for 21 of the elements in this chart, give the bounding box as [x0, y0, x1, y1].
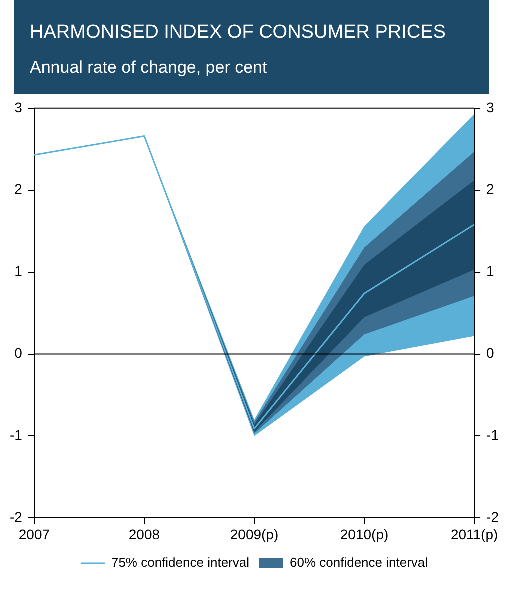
legend-label: 60% confidence interval	[290, 555, 428, 570]
y-tick-label: -2	[10, 509, 23, 526]
y-tick-label: 1	[14, 263, 23, 280]
x-tick-label: 2007	[18, 526, 50, 542]
x-tick-label: 2008	[128, 526, 160, 542]
chart-subtitle: Annual rate of change, per cent	[30, 58, 268, 78]
y-tick-label: 0	[14, 345, 23, 362]
y-tick-label: 3	[14, 99, 23, 116]
y2-tick-label: -1	[486, 427, 500, 444]
legend-label: 75% confidence interval	[111, 555, 250, 570]
y-tick-label: -1	[10, 427, 23, 444]
y2-tick-label: 2	[486, 181, 495, 198]
x-tick-label: 2009(p)	[230, 526, 279, 542]
y2-tick-label: -2	[486, 509, 500, 526]
y2-tick-label: 0	[486, 345, 495, 362]
x-tick-label: 2011(p)	[450, 526, 498, 542]
y2-tick-label: 1	[486, 263, 495, 280]
x-tick-label: 2010(p)	[340, 526, 389, 542]
y2-tick-label: 3	[486, 99, 495, 116]
y-tick-label: 2	[14, 181, 23, 198]
chart-title: HARMONISED INDEX OF CONSUMER PRICES	[30, 22, 447, 44]
